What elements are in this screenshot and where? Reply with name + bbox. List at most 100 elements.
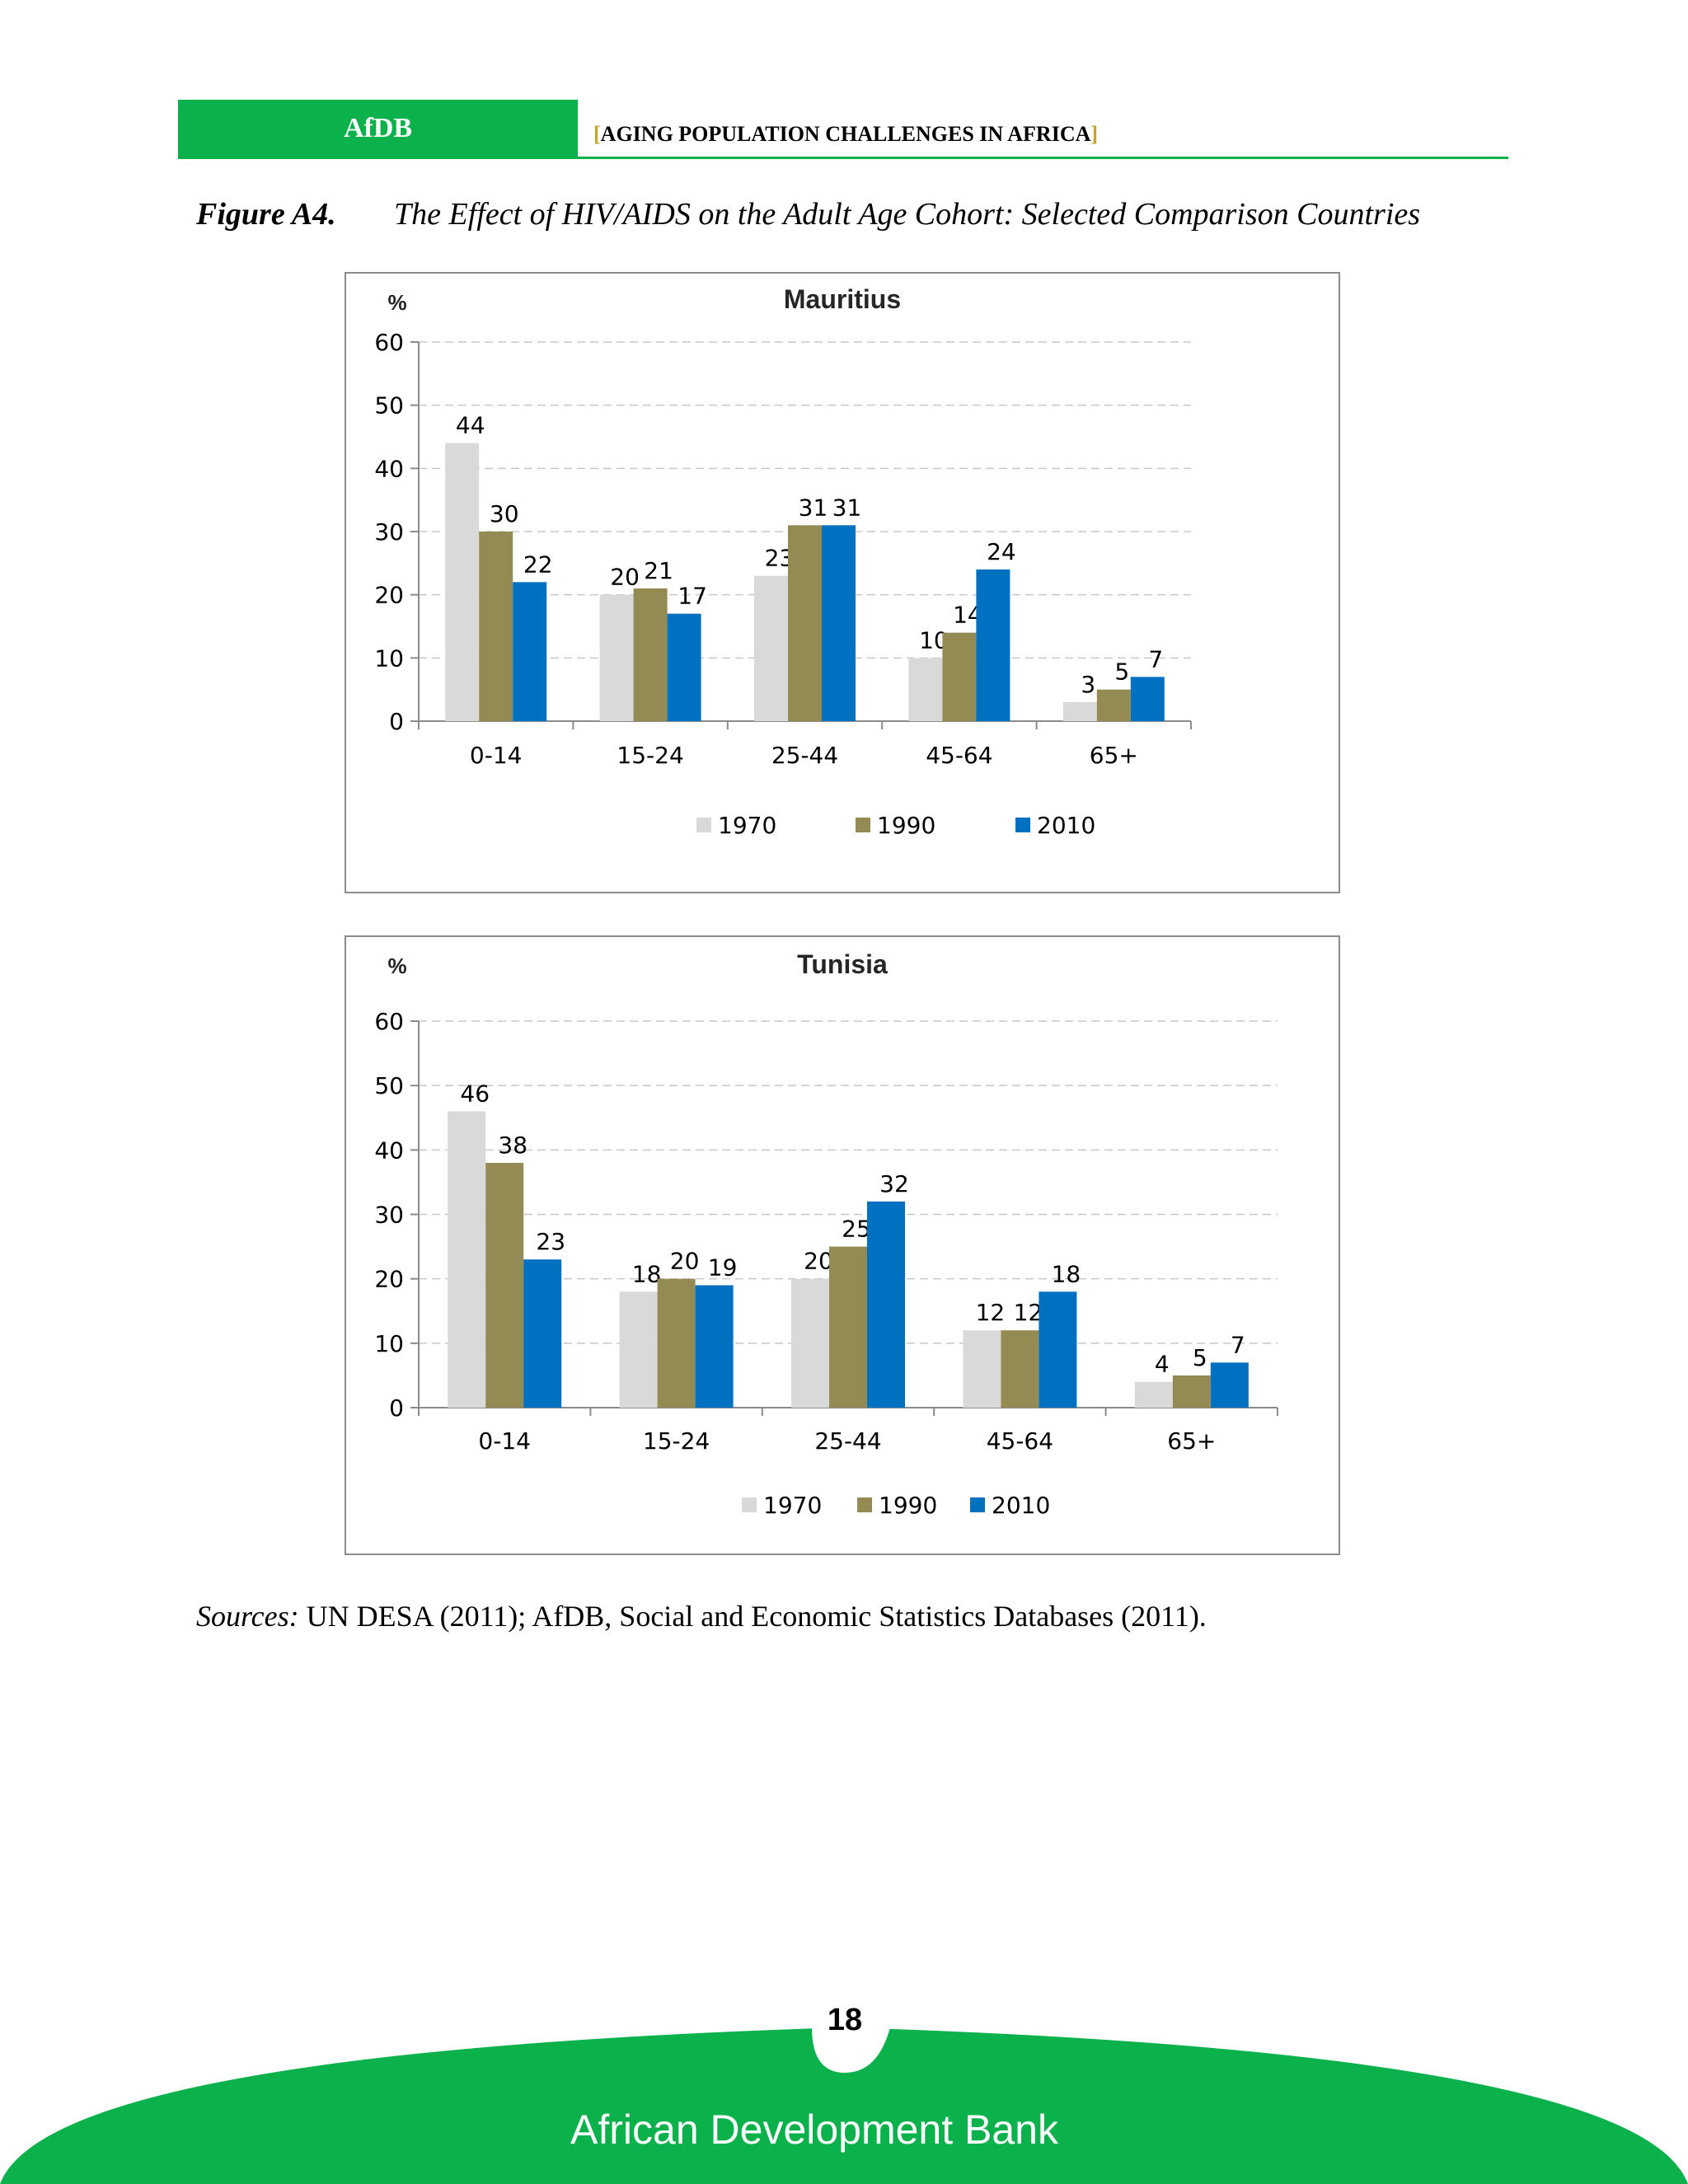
- chart-mauritius-legend-swatch-1970: [696, 818, 711, 832]
- chart-mauritius-bar-2010-65+: [1130, 677, 1165, 721]
- chart-tunisia-ytick-label: 50: [374, 1072, 404, 1099]
- header-org-badge: AfDB: [178, 100, 578, 157]
- chart-tunisia-data-label: 12: [1014, 1299, 1043, 1326]
- chart-mauritius-data-label: 24: [987, 538, 1016, 565]
- sources-label: Sources:: [196, 1600, 299, 1633]
- page-number: 18: [827, 2003, 863, 2037]
- chart-mauritius-category-label: 65+: [1090, 742, 1138, 769]
- chart-mauritius-bar-1970-65+: [1062, 702, 1097, 721]
- chart-mauritius-bar-2010-25-44: [822, 525, 856, 721]
- chart-mauritius-data-label: 30: [490, 500, 519, 527]
- chart-tunisia-bar-2010-45-64: [1039, 1291, 1077, 1408]
- figure-number: Figure A4.: [196, 197, 336, 232]
- chart-mauritius-category-label: 0-14: [470, 742, 523, 769]
- chart-tunisia-category-label: 0-14: [478, 1427, 531, 1455]
- chart-tunisia-title: Tunisia: [797, 949, 888, 979]
- chart-tunisia-bar-2010-25-44: [867, 1201, 905, 1408]
- chart-mauritius-ylabel: %: [387, 290, 406, 315]
- chart-tunisia-bar-2010-15-24: [695, 1285, 734, 1408]
- chart-tunisia-ytick-label: 10: [374, 1330, 404, 1357]
- chart-mauritius-category-label: 15-24: [617, 742, 683, 769]
- chart-tunisia-legend-label: 2010: [992, 1492, 1050, 1519]
- chart-tunisia-bar-1990-45-64: [1001, 1330, 1039, 1408]
- chart-mauritius-svg: Mauritius%01020304050600-1444302215-2420…: [374, 284, 1192, 839]
- chart-mauritius-data-label: 22: [523, 551, 553, 578]
- chart-mauritius: Mauritius% 0 10 20 30 40 50 60 0-14 44 30 22 15-24 20…: [345, 272, 1340, 893]
- chart-tunisia-data-label: 25: [842, 1216, 871, 1243]
- chart-mauritius-legend-label: 2010: [1037, 812, 1095, 839]
- chart-mauritius-category-label: 25-44: [771, 742, 838, 769]
- header-org-label: AfDB: [343, 113, 413, 143]
- chart-tunisia-bar-1990-65+: [1172, 1375, 1211, 1408]
- chart-tunisia-ylabel: %: [387, 954, 406, 978]
- chart-tunisia-bar-1970-65+: [1134, 1381, 1173, 1408]
- chart-tunisia-bar-1970-45-64: [963, 1330, 1001, 1408]
- chart-tunisia-data-label: 19: [708, 1254, 738, 1281]
- chart-mauritius-data-label: 7: [1148, 645, 1163, 673]
- chart-mauritius-category-label: 45-64: [926, 742, 992, 769]
- header-bracket-close: ]: [1090, 122, 1099, 146]
- chart-tunisia-legend-swatch-2010: [970, 1497, 985, 1512]
- footer-green-arc: [0, 2027, 1688, 2184]
- chart-mauritius-bar-1970-15-24: [599, 594, 634, 721]
- chart-mauritius-data-label: 5: [1114, 658, 1129, 686]
- chart-mauritius-data-label: 20: [610, 564, 640, 591]
- chart-tunisia-data-label: 23: [536, 1228, 565, 1255]
- chart-tunisia-legend-label: 1990: [879, 1492, 937, 1519]
- chart-tunisia-legend-swatch-1990: [857, 1497, 872, 1512]
- chart-tunisia-data-label: 4: [1155, 1351, 1170, 1378]
- chart-mauritius-bar-2010-45-64: [976, 569, 1010, 721]
- chart-mauritius-ytick-label: 50: [374, 392, 404, 419]
- chart-tunisia-bar-1970-15-24: [619, 1291, 658, 1408]
- chart-tunisia: Tunisia% 0 10 20 30 40 50 60 0-14 46 38 23 15-24 18 20…: [345, 935, 1340, 1555]
- chart-mauritius-bar-1970-25-44: [754, 575, 788, 721]
- chart-tunisia-data-label: 32: [879, 1170, 909, 1197]
- chart-mauritius-bar-1970-0-14: [445, 443, 480, 721]
- chart-tunisia-data-label: 18: [1052, 1260, 1081, 1287]
- header-title-text: AGING POPULATION CHALLENGES IN AFRICA: [600, 122, 1091, 146]
- chart-tunisia-ytick-label: 60: [374, 1008, 404, 1035]
- chart-tunisia-data-label: 7: [1231, 1331, 1245, 1358]
- chart-tunisia-bar-2010-0-14: [523, 1259, 562, 1408]
- chart-tunisia-bar-1990-15-24: [657, 1278, 696, 1408]
- chart-tunisia-ytick-label: 0: [389, 1394, 404, 1422]
- chart-mauritius-legend-swatch-2010: [1015, 818, 1030, 832]
- footer-bank-name: African Development Bank: [570, 2107, 1058, 2153]
- chart-tunisia-bar-1990-25-44: [829, 1246, 867, 1408]
- chart-tunisia-category-label: 25-44: [814, 1427, 881, 1455]
- chart-tunisia-data-label: 20: [804, 1248, 833, 1275]
- chart-mauritius-data-label: 21: [644, 557, 673, 584]
- chart-tunisia-ytick-label: 20: [374, 1266, 404, 1293]
- chart-mauritius-bar-1970-45-64: [908, 658, 943, 721]
- chart-mauritius-ytick-label: 60: [374, 329, 404, 356]
- chart-tunisia-bar-1990-0-14: [485, 1162, 524, 1408]
- chart-mauritius-bar-1990-0-14: [479, 532, 513, 721]
- chart-tunisia-bar-1970-0-14: [448, 1111, 486, 1408]
- chart-mauritius-title: Mauritius: [784, 284, 901, 314]
- chart-mauritius-bar-2010-0-14: [513, 582, 547, 721]
- chart-tunisia-bar-2010-65+: [1210, 1362, 1249, 1408]
- chart-tunisia-data-label: 38: [498, 1132, 528, 1159]
- figure-caption: Figure A4. The Effect of HIV/AIDS on the …: [196, 196, 1420, 232]
- header-bracket-open: [: [593, 122, 601, 146]
- chart-mauritius-ytick-label: 10: [374, 644, 404, 672]
- sources-note: Sources: UN DESA (2011); AfDB, Social an…: [196, 1599, 1207, 1633]
- chart-mauritius-data-label: 31: [799, 494, 828, 521]
- chart-mauritius-legend-swatch-1990: [856, 818, 870, 832]
- header-title: [AGING POPULATION CHALLENGES IN AFRICA]: [593, 122, 1098, 147]
- chart-mauritius-ytick-label: 20: [374, 582, 404, 609]
- chart-tunisia-bar-1970-25-44: [791, 1278, 829, 1408]
- chart-tunisia-category-label: 65+: [1167, 1427, 1216, 1455]
- chart-mauritius-ytick-label: 40: [374, 455, 404, 482]
- chart-mauritius-data-label: 3: [1081, 671, 1095, 698]
- chart-tunisia-category-label: 45-64: [987, 1427, 1053, 1455]
- chart-mauritius-bar-1990-15-24: [633, 588, 668, 721]
- chart-tunisia-legend-label: 1970: [763, 1492, 822, 1519]
- chart-tunisia-ytick-label: 40: [374, 1137, 404, 1164]
- header-rule: [178, 157, 1508, 159]
- sources-text: UN DESA (2011); AfDB, Social and Economi…: [298, 1600, 1207, 1633]
- footer-page-notch: [812, 2027, 890, 2073]
- chart-tunisia-legend-swatch-1970: [742, 1497, 757, 1512]
- chart-mauritius-bar-2010-15-24: [667, 613, 701, 721]
- chart-mauritius-data-label: 44: [456, 412, 485, 439]
